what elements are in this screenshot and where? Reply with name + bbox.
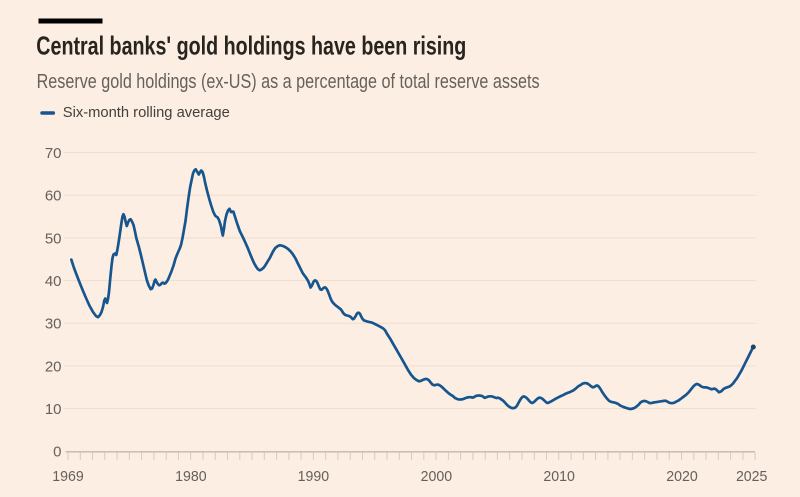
svg-text:Reserve gold holdings (ex-US): Reserve gold holdings (ex-US) as a perce… [37,71,540,93]
svg-text:2025: 2025 [736,468,768,485]
svg-text:Central banks' gold holdings h: Central banks' gold holdings have been r… [36,30,466,60]
svg-text:Six-month rolling average: Six-month rolling average [63,104,230,121]
svg-text:2020: 2020 [666,468,698,485]
svg-text:40: 40 [45,273,62,290]
svg-text:1980: 1980 [175,468,207,485]
svg-text:70: 70 [45,145,62,162]
svg-text:1990: 1990 [298,468,330,485]
svg-text:60: 60 [45,188,62,205]
svg-text:2010: 2010 [543,468,575,485]
svg-text:10: 10 [45,401,62,418]
svg-text:30: 30 [45,316,62,333]
svg-text:2000: 2000 [421,468,453,485]
svg-text:20: 20 [45,358,62,375]
svg-text:1969: 1969 [52,468,84,485]
svg-text:0: 0 [53,444,61,461]
svg-text:50: 50 [45,230,62,247]
